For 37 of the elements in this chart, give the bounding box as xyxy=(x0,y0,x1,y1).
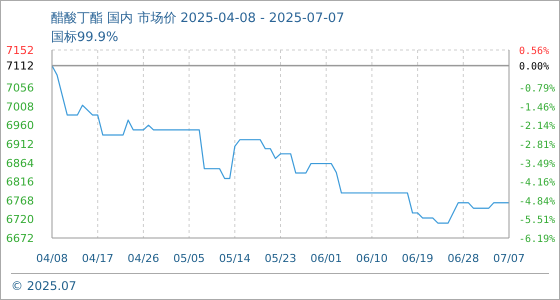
y-tick-label: 6720 xyxy=(6,213,34,226)
x-tick-label: 05/23 xyxy=(264,252,296,265)
y2-tick-label: -4.16% xyxy=(519,177,556,188)
y2-tick-label: 0.00% xyxy=(519,62,550,73)
y2-tick-label: -3.49% xyxy=(519,158,556,170)
line-series xyxy=(52,65,509,224)
y2-tick-label: -4.84% xyxy=(519,196,556,208)
x-tick-label: 06/10 xyxy=(356,252,388,265)
y2-tick-label: 0.56% xyxy=(519,46,550,57)
y-tick-label: 6672 xyxy=(6,232,34,245)
y2-tick-label: -5.51% xyxy=(519,215,556,226)
x-tick-label: 06/19 xyxy=(402,252,434,265)
chart-title: 醋酸丁酯 国内 市场价 2025-04-08 - 2025-07-07 xyxy=(51,10,344,27)
x-tick-label: 04/08 xyxy=(36,252,68,265)
chart-subtitle: 国标99.9% xyxy=(51,29,118,46)
x-tick-label: 04/17 xyxy=(82,252,114,265)
y2-tick-label: -2.81% xyxy=(519,140,556,151)
x-tick-label: 06/28 xyxy=(447,252,480,265)
y-tick-label: 6960 xyxy=(6,119,34,132)
y2-tick-label: -2.14% xyxy=(519,121,556,132)
y-tick-label: 7152 xyxy=(6,44,34,57)
x-tick-label: 05/05 xyxy=(173,252,205,265)
y-tick-label: 6768 xyxy=(6,194,34,208)
y2-tick-label: -0.79% xyxy=(519,84,556,95)
x-tick-label: 04/26 xyxy=(128,252,160,265)
y-tick-label: 6816 xyxy=(6,176,34,189)
x-tick-label: 07/07 xyxy=(493,252,525,265)
y2-tick-label: -6.19% xyxy=(519,234,556,245)
x-tick-label: 06/01 xyxy=(310,252,342,265)
y-tick-label: 7112 xyxy=(6,60,34,73)
y-tick-label: 6912 xyxy=(6,138,34,151)
x-tick-label: 05/14 xyxy=(218,252,251,265)
y-tick-label: 7008 xyxy=(6,100,34,114)
text: © 2025.07 xyxy=(11,279,76,293)
y-tick-label: 6864 xyxy=(6,156,34,170)
y-tick-label: 7056 xyxy=(6,82,34,95)
y2-tick-label: -1.46% xyxy=(519,102,556,114)
